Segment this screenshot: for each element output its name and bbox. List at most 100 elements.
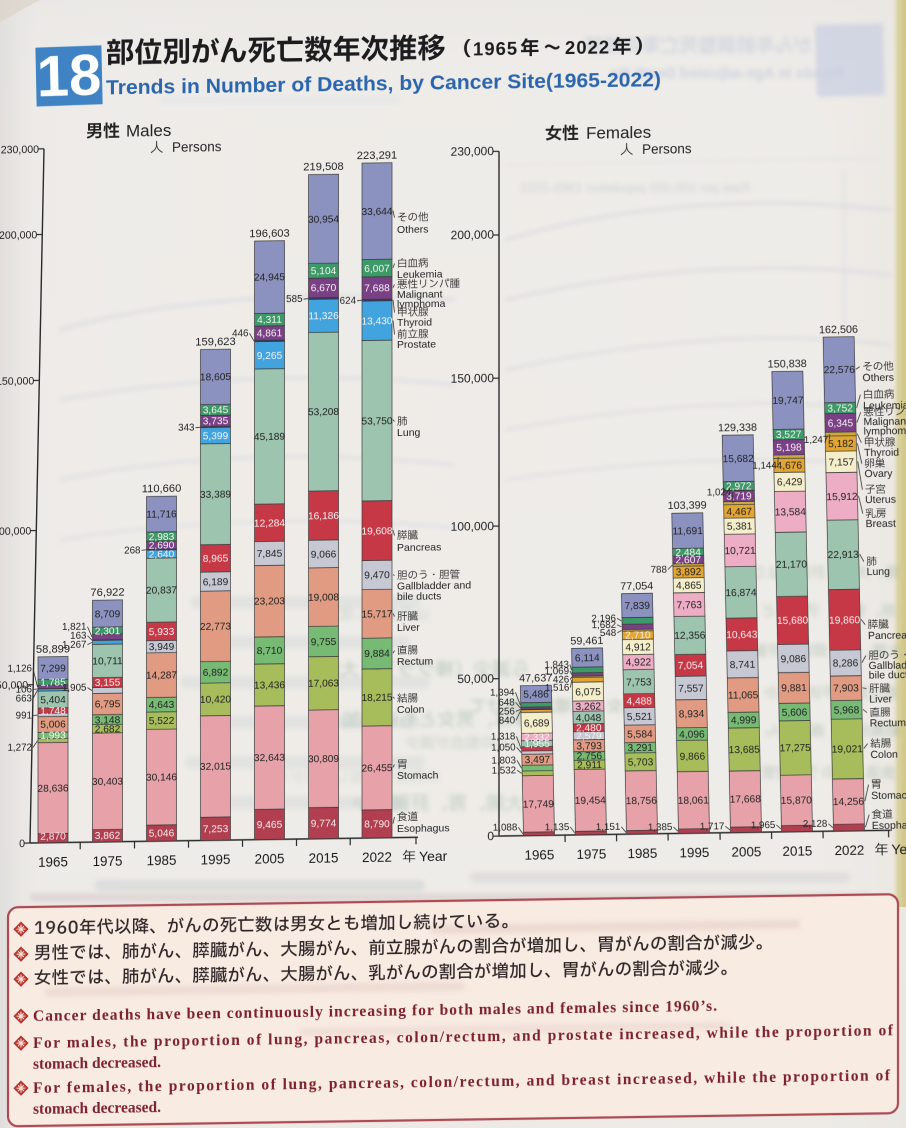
svg-text:150,838: 150,838 — [768, 358, 807, 371]
svg-text:Persons: Persons — [642, 141, 692, 157]
svg-text:24,945: 24,945 — [254, 272, 285, 283]
svg-text:Year: Year — [891, 841, 906, 857]
svg-text:4,999: 4,999 — [731, 715, 757, 726]
svg-text:2,301: 2,301 — [95, 626, 121, 637]
svg-text:1,905: 1,905 — [62, 683, 87, 694]
svg-text:3,793: 3,793 — [576, 741, 602, 752]
svg-text:3,262: 3,262 — [575, 701, 601, 712]
svg-text:1,821: 1,821 — [62, 622, 87, 633]
svg-text:585: 585 — [286, 294, 303, 305]
svg-text:45,189: 45,189 — [254, 432, 285, 443]
svg-text:162,506: 162,506 — [819, 324, 858, 337]
svg-text:1,385: 1,385 — [648, 822, 673, 833]
svg-text:6,345: 6,345 — [828, 418, 854, 429]
svg-text:2,682: 2,682 — [95, 724, 121, 735]
svg-text:3,155: 3,155 — [95, 678, 121, 689]
svg-text:1,318: 1,318 — [491, 731, 516, 742]
svg-text:3,148: 3,148 — [95, 715, 121, 726]
svg-text:17,063: 17,063 — [308, 679, 339, 690]
svg-text:15,682: 15,682 — [722, 454, 754, 465]
svg-text:10,643: 10,643 — [726, 630, 758, 641]
svg-text:16,186: 16,186 — [308, 511, 339, 522]
svg-text:9,470: 9,470 — [364, 570, 390, 581]
svg-text:5,399: 5,399 — [203, 431, 229, 442]
svg-text:Esophagus: Esophagus — [397, 822, 450, 835]
svg-text:0: 0 — [487, 829, 494, 843]
svg-text:8,934: 8,934 — [679, 709, 705, 720]
svg-text:100,000: 100,000 — [451, 519, 495, 534]
svg-text:9,866: 9,866 — [680, 751, 706, 762]
svg-text:Ovary: Ovary — [864, 468, 893, 480]
svg-text:196,603: 196,603 — [249, 228, 289, 241]
svg-text:Prostate: Prostate — [397, 338, 436, 351]
svg-text:1,050: 1,050 — [491, 742, 516, 753]
svg-text:1975: 1975 — [576, 846, 606, 861]
svg-text:663: 663 — [16, 693, 33, 704]
svg-text:1,516: 1,516 — [545, 683, 570, 694]
svg-text:1,955: 1,955 — [524, 739, 550, 750]
svg-text:1,126: 1,126 — [7, 663, 32, 674]
svg-text:9,774: 9,774 — [311, 818, 337, 829]
svg-text:343: 343 — [178, 423, 195, 434]
svg-text:13,436: 13,436 — [254, 680, 285, 691]
svg-text:32,015: 32,015 — [200, 762, 231, 773]
svg-text:18: 18 — [36, 42, 102, 109]
svg-text:7,839: 7,839 — [624, 601, 650, 612]
svg-text:5,182: 5,182 — [828, 439, 854, 450]
svg-text:1995: 1995 — [201, 852, 231, 867]
svg-text:2,972: 2,972 — [726, 481, 752, 492]
svg-text:1975: 1975 — [93, 854, 123, 869]
svg-text:bile ducts: bile ducts — [397, 590, 441, 603]
svg-text:426: 426 — [553, 675, 570, 686]
svg-text:3,527: 3,527 — [776, 430, 802, 441]
svg-text:5,198: 5,198 — [776, 443, 802, 454]
svg-text:22,913: 22,913 — [828, 550, 860, 561]
svg-text:4,048: 4,048 — [576, 713, 602, 724]
svg-text:2005: 2005 — [731, 844, 761, 859]
svg-text:lymphoma: lymphoma — [863, 425, 906, 438]
svg-text:4,861: 4,861 — [257, 328, 283, 339]
svg-text:150,000: 150,000 — [0, 375, 34, 388]
svg-text:50,000: 50,000 — [457, 672, 494, 687]
svg-text:200,000: 200,000 — [451, 228, 495, 243]
svg-text:1,965: 1,965 — [751, 820, 776, 831]
svg-text:2,911: 2,911 — [577, 760, 602, 771]
svg-text:6,795: 6,795 — [95, 699, 121, 710]
svg-text:3,497: 3,497 — [525, 755, 551, 766]
svg-text:8,741: 8,741 — [730, 660, 756, 671]
svg-text:9,066: 9,066 — [311, 549, 337, 560]
svg-text:223,291: 223,291 — [357, 150, 397, 163]
svg-text:53,750: 53,750 — [361, 416, 392, 427]
svg-text:1,144: 1,144 — [752, 460, 777, 471]
svg-text:22,773: 22,773 — [200, 622, 231, 633]
svg-text:5,521: 5,521 — [627, 712, 653, 723]
svg-text:2005: 2005 — [255, 851, 285, 866]
svg-text:6,007: 6,007 — [364, 263, 390, 274]
svg-text:159,623: 159,623 — [195, 336, 235, 349]
svg-text:256: 256 — [498, 706, 515, 717]
svg-text:28,636: 28,636 — [37, 783, 68, 794]
svg-text:33,644: 33,644 — [361, 206, 392, 217]
svg-text:19,608: 19,608 — [361, 526, 392, 537]
svg-text:Gallbladder: Gallbladder — [868, 659, 906, 672]
svg-text:Stomach: Stomach — [397, 769, 439, 782]
svg-text:Breast: Breast — [865, 518, 896, 530]
svg-text:219,508: 219,508 — [303, 161, 343, 174]
svg-text:6,075: 6,075 — [575, 687, 601, 698]
svg-text:2,128: 2,128 — [803, 819, 828, 830]
svg-text:13,584: 13,584 — [775, 507, 807, 518]
svg-text:5,584: 5,584 — [627, 729, 653, 740]
svg-text:1,024: 1,024 — [707, 487, 732, 498]
svg-text:9,755: 9,755 — [311, 637, 337, 648]
svg-text:Uterus: Uterus — [865, 494, 896, 506]
svg-text:5,404: 5,404 — [40, 695, 66, 706]
svg-text:110,660: 110,660 — [142, 483, 182, 496]
svg-text:77,054: 77,054 — [620, 580, 653, 592]
svg-text:129,338: 129,338 — [718, 422, 757, 435]
svg-text:11,716: 11,716 — [146, 509, 177, 520]
svg-text:4,676: 4,676 — [776, 461, 802, 472]
svg-text:3,291: 3,291 — [627, 743, 653, 754]
svg-text:150,000: 150,000 — [451, 371, 495, 386]
svg-text:1,069: 1,069 — [544, 666, 569, 677]
svg-text:8,709: 8,709 — [95, 609, 121, 620]
